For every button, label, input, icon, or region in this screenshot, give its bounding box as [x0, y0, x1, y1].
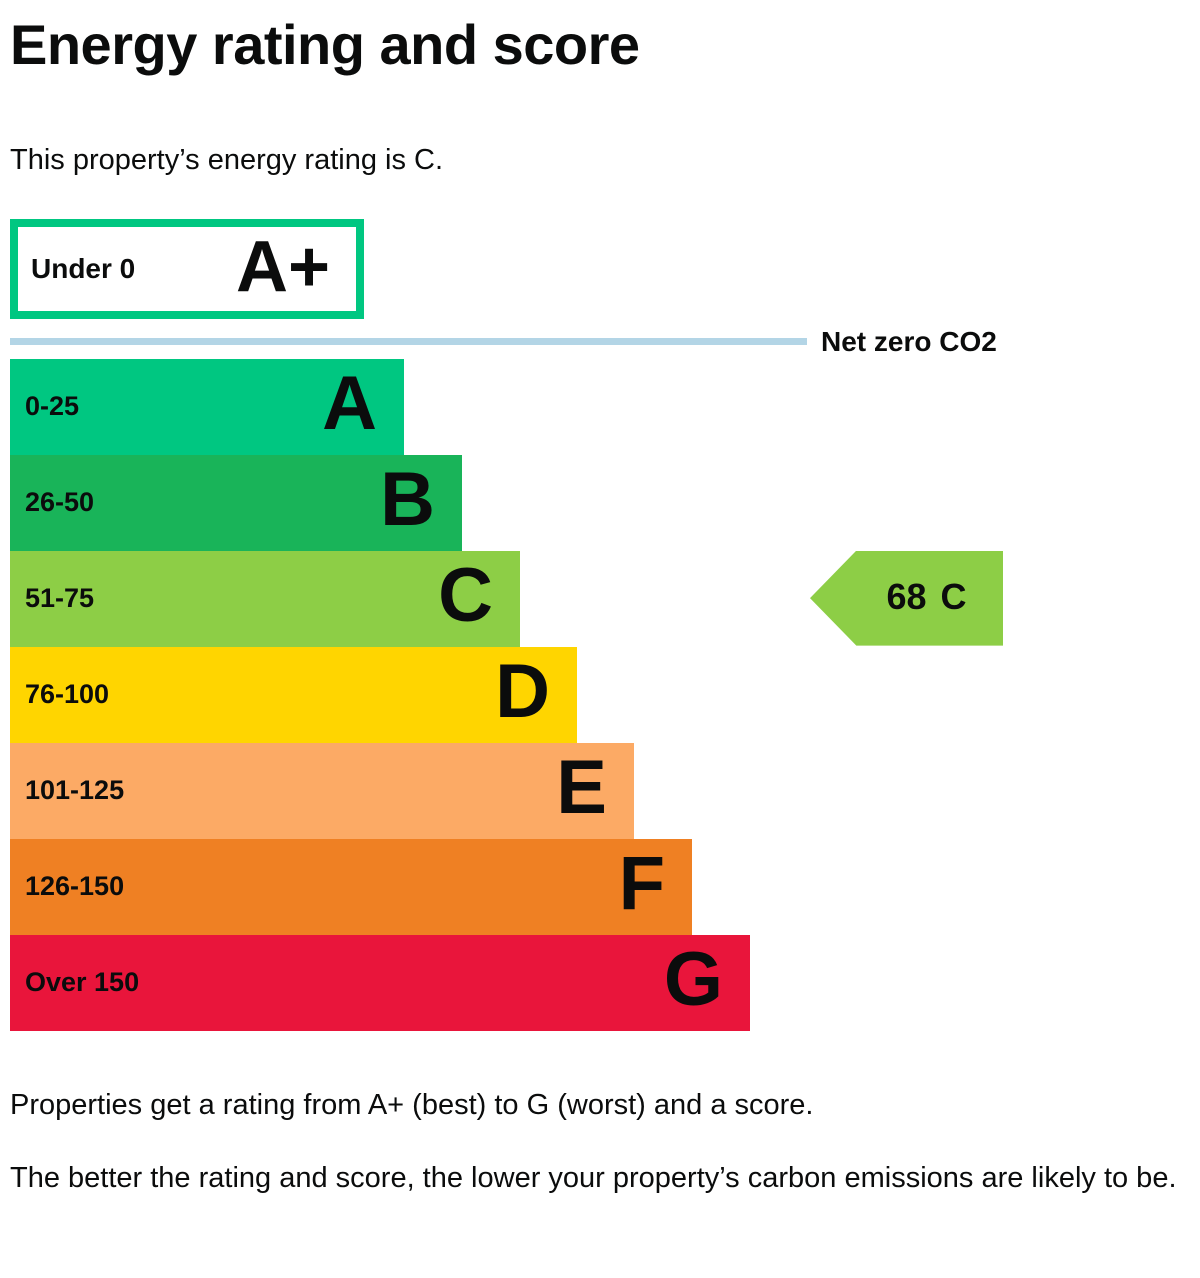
band-row-g: Over 150 G	[10, 934, 750, 1031]
band-letter: G	[663, 936, 723, 1022]
page-title: Energy rating and score	[10, 13, 640, 76]
score-value: 68	[886, 576, 927, 618]
band-letter: D	[495, 648, 550, 734]
band-row-c: 51-75 C	[10, 550, 520, 647]
net-zero-label: Net zero CO2	[821, 325, 997, 357]
band-range-label: 76-100	[25, 679, 110, 710]
band-range-label: 101-125	[25, 775, 125, 806]
score-pointer-arrow: 68 C	[810, 550, 1003, 646]
band-range-label: 126-150	[25, 871, 125, 902]
band-row-a-plus: Under 0 A+	[10, 218, 364, 319]
net-zero-row: Net zero CO2	[10, 325, 1190, 359]
band-range-label: Over 150	[25, 967, 140, 998]
band-range-label: 0-25	[25, 391, 80, 422]
band-row-a: 0-25 A	[10, 358, 404, 455]
band-row-f: 126-150 F	[10, 838, 692, 935]
band-letter: F	[618, 840, 665, 926]
score-text: 68 C	[886, 576, 966, 618]
rating-explainer-text: Properties get a rating from A+ (best) t…	[10, 1088, 814, 1121]
band-letter: A	[322, 360, 377, 446]
score-explainer-text: The better the rating and score, the low…	[10, 1161, 1177, 1194]
band-row-e: 101-125 E	[10, 742, 634, 839]
band-range-label: 51-75	[25, 583, 95, 614]
band-letter: B	[380, 456, 435, 542]
property-rating-summary: This property’s energy rating is C.	[10, 143, 444, 176]
band-letter: E	[556, 744, 607, 830]
band-row-b: 26-50 B	[10, 454, 462, 551]
net-zero-line	[10, 338, 807, 346]
band-range-label: 26-50	[25, 487, 95, 518]
band-row-d: 76-100 D	[10, 646, 577, 743]
band-letter: C	[438, 552, 493, 638]
energy-rating-chart: Under 0 A+ Net zero CO2 0-25 A 26-50 B 5…	[10, 218, 1190, 1031]
rating-bands: 0-25 A 26-50 B 51-75 C 76-100 D 101-125 …	[10, 358, 1190, 1031]
band-range-label: Under 0	[31, 252, 136, 284]
score-band: C	[940, 576, 967, 618]
band-letter: A+	[235, 226, 330, 307]
